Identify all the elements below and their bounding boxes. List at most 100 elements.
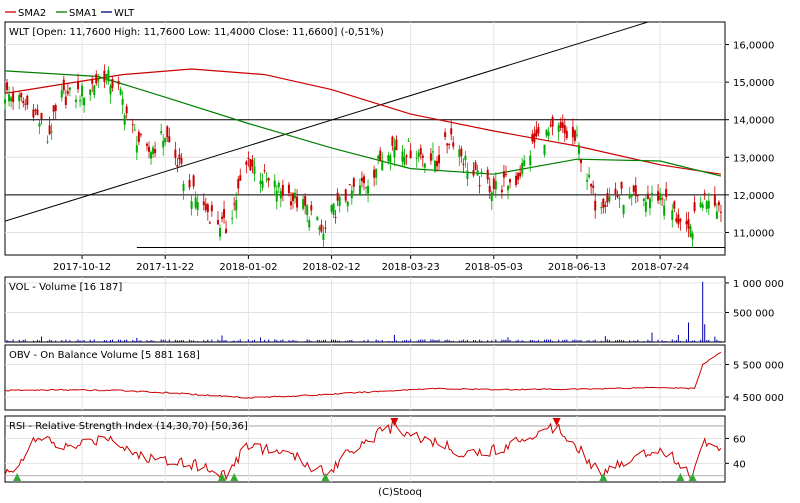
candle-body [235,200,238,211]
candle-body [267,177,270,181]
candle-body [348,184,351,186]
candle-body [62,79,65,91]
candle-body [628,193,631,199]
candle-body [239,175,242,181]
candle-body [139,134,142,136]
candle-body [365,187,368,189]
candle-body [34,110,37,112]
price-x-tick-label: 2018-01-02 [219,262,277,273]
candle-body [237,179,240,189]
candle-body [543,144,546,155]
candle-body [687,219,690,229]
candle-body [247,157,250,159]
candle-body [533,133,536,143]
price-x-tick-label: 2017-10-12 [53,262,111,273]
candle-body [417,152,420,158]
candle-body [125,106,128,114]
candle-body [273,180,276,188]
legend-wlt-label: WLT [114,8,135,19]
candle-body [202,201,205,206]
candle-body [204,203,207,211]
sma1-line [4,70,722,177]
candle-body [190,201,193,209]
candle-body [22,100,25,103]
candle-body [196,202,199,210]
candle-body [500,189,503,193]
candle-body [622,204,625,214]
candle-body [97,78,100,81]
candle-body [8,94,11,102]
candle-body [324,227,327,229]
candle-body [606,193,609,203]
candle-body [650,192,653,194]
candle-body [216,219,219,225]
candle-body [304,196,307,206]
candle-body [133,129,136,131]
candle-body [6,82,9,90]
candle-body [350,190,353,199]
candle-body [123,115,126,125]
candle-body [446,143,449,146]
candle-body [478,185,481,187]
candle-body [334,216,337,218]
candle-body [592,185,595,188]
candle-body [691,233,694,240]
candle-body [322,233,325,240]
candle-body [586,179,589,182]
price-x-tick-label: 2018-02-12 [302,262,360,273]
price-y-tick-label: 13,0000 [733,153,774,164]
candle-body [119,88,122,95]
price-x-tick-label: 2017-11-22 [136,262,194,273]
candle-body [421,155,424,158]
candle-body [460,148,463,156]
legend-sma2-label: SMA2 [18,8,46,19]
candle-body [642,198,645,202]
candle-body [476,170,479,176]
rsi-buy-signal-marker [599,473,608,481]
price-panel [4,21,726,256]
candle-body [488,185,491,193]
rsi-buy-signal-marker [688,473,697,481]
candle-body [206,204,209,213]
candle-body [150,152,153,159]
candle-body [705,201,708,209]
candle-body [594,200,597,211]
rsi-y-tick-label: 60 [733,434,746,445]
candle-body [707,200,710,209]
candle-body [93,85,96,95]
candle-body [318,227,321,230]
candle-body [166,126,169,138]
candle-body [663,205,666,216]
candle-body [265,179,268,181]
candle-body [608,196,611,202]
candle-body [320,224,323,232]
candle-body [178,154,181,160]
obv-y-tick-label: 5 500 000 [733,361,784,372]
candle-body [194,197,197,208]
candle-body [429,153,432,161]
candle-body [377,155,380,159]
candle-body [10,97,13,102]
candle-body [407,140,410,142]
candle-body [32,109,35,118]
candle-body [36,109,39,115]
price-y-tick-label: 11,0000 [733,228,774,239]
price-x-tick-label: 2018-06-13 [548,262,606,273]
rsi-buy-signal-marker [13,473,22,481]
price-y-tick-label: 14,0000 [733,116,774,127]
candle-body [263,170,266,172]
candle-body [105,74,108,77]
candle-body [502,171,505,178]
candle-body [111,78,114,88]
rsi-sell-signal-marker [390,418,399,426]
candle-body [436,161,438,167]
candle-body [279,191,282,199]
candle-body [644,201,647,212]
candle-body [494,180,497,190]
candle-body [66,91,69,94]
candle-body [12,92,15,102]
candle-body [699,202,702,208]
candle-body [717,201,720,206]
candle-body [415,157,418,159]
